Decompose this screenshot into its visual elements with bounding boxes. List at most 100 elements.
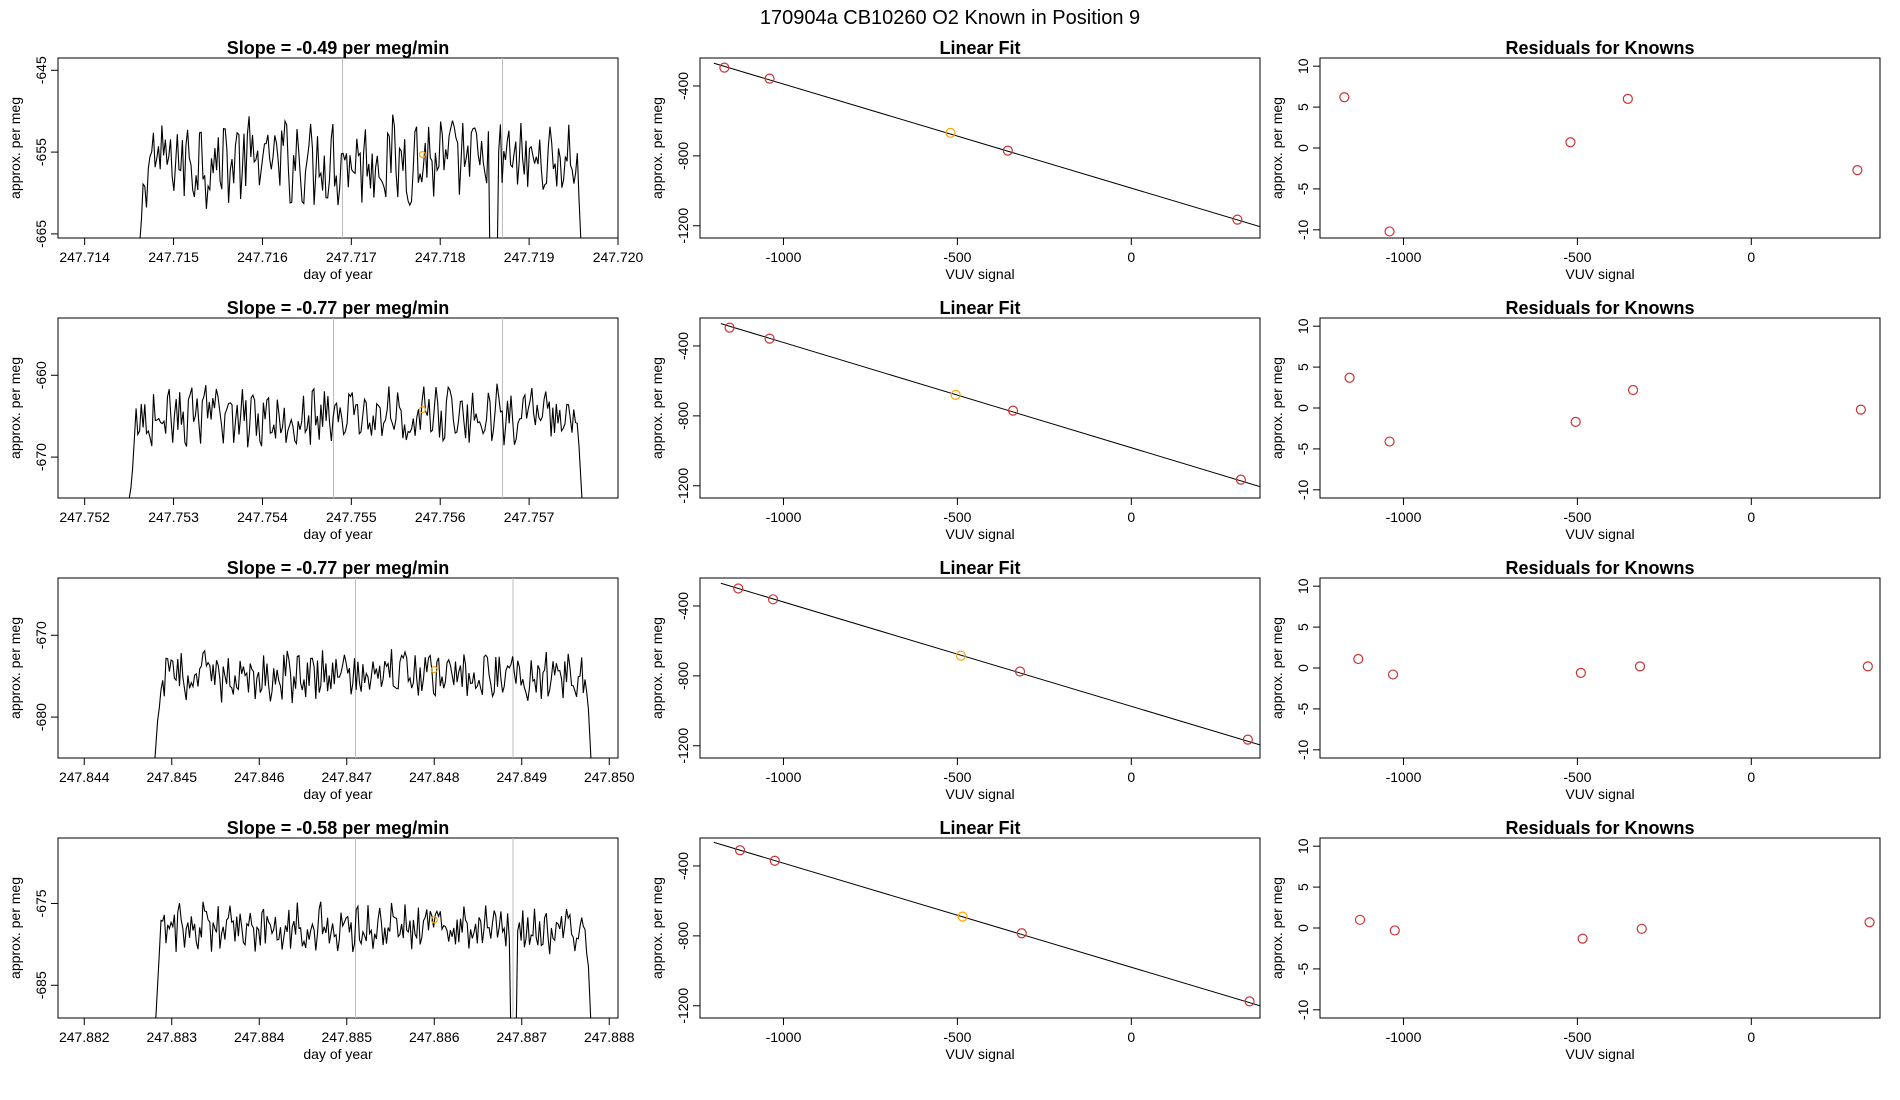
data-point bbox=[1634, 661, 1646, 672]
data-point bbox=[1864, 917, 1875, 928]
x-tick-label: 247.848 bbox=[409, 769, 460, 785]
x-axis-label: VUV signal bbox=[1565, 1046, 1634, 1062]
y-tick-label: -660 bbox=[33, 361, 49, 389]
plot-frame bbox=[1319, 57, 1881, 239]
data-point bbox=[1636, 923, 1647, 934]
panel-title: Linear Fit bbox=[939, 818, 1020, 838]
data-point bbox=[1232, 214, 1243, 225]
y-tick-label: 0 bbox=[1295, 924, 1311, 932]
data-point bbox=[957, 911, 968, 922]
panel-title: Residuals for Knowns bbox=[1505, 558, 1694, 578]
x-tick-label: 247.716 bbox=[237, 249, 288, 265]
x-tick-label: -1000 bbox=[1386, 509, 1422, 525]
data-point bbox=[1016, 928, 1027, 939]
x-tick-label: 247.717 bbox=[326, 249, 377, 265]
x-tick-label: -500 bbox=[1563, 249, 1591, 265]
y-tick-label: -675 bbox=[33, 889, 49, 917]
x-tick-label: 247.754 bbox=[237, 509, 288, 525]
x-tick-label: 247.715 bbox=[148, 249, 199, 265]
x-tick-label: 247.847 bbox=[321, 769, 372, 785]
y-tick-label: -800 bbox=[675, 662, 691, 690]
panel-title: Slope = -0.77 per meg/min bbox=[227, 298, 450, 318]
data-point bbox=[1852, 164, 1863, 176]
plot-frame bbox=[57, 317, 619, 499]
x-tick-label: -500 bbox=[943, 769, 971, 785]
panel-title: Residuals for Knowns bbox=[1505, 38, 1694, 58]
plot-area bbox=[1354, 914, 1875, 944]
data-point bbox=[1354, 914, 1366, 925]
plot-area bbox=[720, 582, 1260, 746]
fit-line bbox=[720, 582, 1260, 746]
x-tick-label: 247.753 bbox=[148, 509, 199, 525]
x-tick-label: 247.714 bbox=[59, 249, 110, 265]
data-point bbox=[734, 845, 746, 856]
plot-area bbox=[1339, 92, 1863, 237]
plot-area bbox=[1344, 372, 1866, 447]
y-axis-label: approx. per meg bbox=[1269, 617, 1285, 719]
y-tick-label: 0 bbox=[1295, 144, 1311, 152]
plot-frame bbox=[1319, 317, 1881, 499]
y-tick-label: -5 bbox=[1295, 962, 1311, 975]
plot-frame bbox=[1319, 837, 1881, 1019]
data-point bbox=[1622, 93, 1633, 105]
x-tick-label: 247.757 bbox=[504, 509, 555, 525]
series-line bbox=[139, 114, 582, 238]
x-axis-label: VUV signal bbox=[945, 266, 1014, 282]
data-point bbox=[1344, 372, 1355, 383]
page-title: 170904a CB10260 O2 Known in Position 9 bbox=[760, 7, 1140, 29]
data-point bbox=[1235, 474, 1246, 485]
x-tick-label: 247.752 bbox=[59, 509, 110, 525]
x-tick-label: 247.756 bbox=[415, 509, 466, 525]
y-tick-label: 0 bbox=[1295, 664, 1311, 672]
y-axis-label: approx. per meg bbox=[7, 97, 23, 199]
x-tick-label: 0 bbox=[1127, 509, 1135, 525]
highlight-point bbox=[418, 150, 427, 159]
y-axis-label: approx. per meg bbox=[649, 877, 665, 979]
series-line bbox=[128, 383, 583, 498]
y-tick-label: 0 bbox=[1295, 404, 1311, 412]
y-tick-label: 10 bbox=[1295, 578, 1311, 594]
plot-area bbox=[155, 838, 592, 1018]
x-tick-label: 0 bbox=[1127, 1029, 1135, 1045]
plot-area bbox=[139, 58, 582, 238]
highlight-point bbox=[430, 916, 438, 924]
x-tick-label: 247.720 bbox=[593, 249, 644, 265]
panel-1-0: Slope = -0.77 per meg/min 247.752 247.753 2… bbox=[7, 298, 619, 542]
plot-area bbox=[1353, 653, 1873, 680]
data-point bbox=[764, 333, 775, 344]
x-tick-label: 0 bbox=[1127, 769, 1135, 785]
x-tick-label: 0 bbox=[1747, 509, 1755, 525]
y-tick-label: -655 bbox=[33, 138, 49, 166]
x-tick-label: -1000 bbox=[766, 1029, 802, 1045]
panel-title: Slope = -0.77 per meg/min bbox=[227, 558, 450, 578]
x-tick-label: 247.850 bbox=[584, 769, 635, 785]
x-tick-label: -500 bbox=[943, 1029, 971, 1045]
panel-title: Residuals for Knowns bbox=[1505, 298, 1694, 318]
data-point bbox=[1002, 145, 1013, 156]
data-point bbox=[950, 389, 961, 400]
data-point bbox=[1389, 925, 1400, 936]
y-tick-label: 5 bbox=[1295, 883, 1311, 891]
y-tick-label: -400 bbox=[675, 332, 691, 360]
x-axis-label: VUV signal bbox=[1565, 786, 1634, 802]
y-axis-label: approx. per meg bbox=[649, 357, 665, 459]
panel-0-1: Linear Fit -1000 -500 0 -400 -800 -1200 VUV sig… bbox=[649, 38, 1261, 282]
panel-2-1: Linear Fit -1000 -500 0 -400 -800 -1200 VUV sig… bbox=[649, 558, 1261, 802]
panel-3-0: Slope = -0.58 per meg/min 247.882 247.883 2… bbox=[7, 818, 635, 1062]
x-tick-label: -1000 bbox=[766, 509, 802, 525]
y-axis-label: approx. per meg bbox=[1269, 357, 1285, 459]
y-tick-label: -800 bbox=[675, 142, 691, 170]
y-tick-label: -5 bbox=[1295, 442, 1311, 455]
data-point bbox=[1570, 416, 1581, 428]
data-point bbox=[1353, 653, 1364, 665]
data-point bbox=[1862, 661, 1873, 672]
y-tick-label: -1200 bbox=[675, 208, 691, 244]
x-axis-label: VUV signal bbox=[945, 526, 1014, 542]
panel-2-2: Residuals for Knowns -1000 -500 0 10 5 0 -5 -10 V… bbox=[1269, 558, 1881, 802]
y-tick-label: 10 bbox=[1295, 318, 1311, 334]
y-tick-label: -5 bbox=[1295, 182, 1311, 195]
panel-1-2: Residuals for Knowns -1000 -500 0 10 5 0 -5 -10 V… bbox=[1269, 298, 1881, 542]
panel-0-0: Slope = -0.49 per meg/min 247.714 247.715 2… bbox=[7, 38, 644, 282]
x-tick-label: -1000 bbox=[1386, 249, 1422, 265]
